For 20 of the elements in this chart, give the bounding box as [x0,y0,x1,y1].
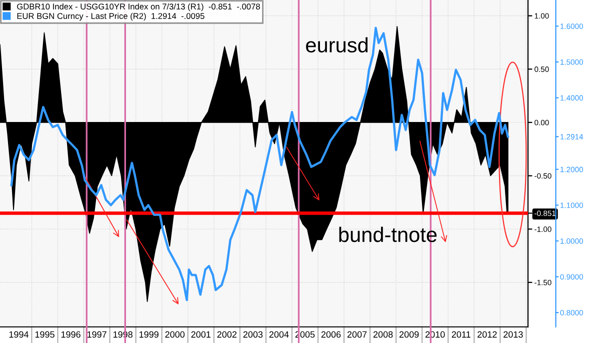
x-tick-label: 1995 [35,331,54,338]
x-tick-label: 2011 [452,331,470,338]
x-tick-label: 2004 [269,331,289,338]
x-tick-label: 2008 [373,331,393,338]
x-tick-label: 2006 [321,331,341,338]
x-tick-label: 2009 [399,331,419,338]
x-tick-label: 2007 [347,331,367,338]
x-tick-label: 2002 [217,331,237,338]
x-tick-label: 2013 [504,331,523,338]
x-tick-label: 1996 [61,331,80,338]
x-tick-label: 2012 [478,331,497,338]
x-tick-label: 1994 [9,331,29,338]
legend-label: GDBR10 Index - USGG10YR Index on 7/3/13 (R1) -0.851 -.0078 [17,3,260,12]
x-tick-label: 2001 [191,331,210,338]
x-tick-label: 2000 [165,331,185,338]
annotation: eurusd [306,37,368,53]
x-tick-label: 1999 [139,331,158,338]
x-tick-label: 1997 [87,331,106,338]
x-tick-label: 2003 [243,331,263,338]
legend-label: EUR BGN Curncy - Last Price (R2) 1.2914 -.0095 [17,12,204,21]
